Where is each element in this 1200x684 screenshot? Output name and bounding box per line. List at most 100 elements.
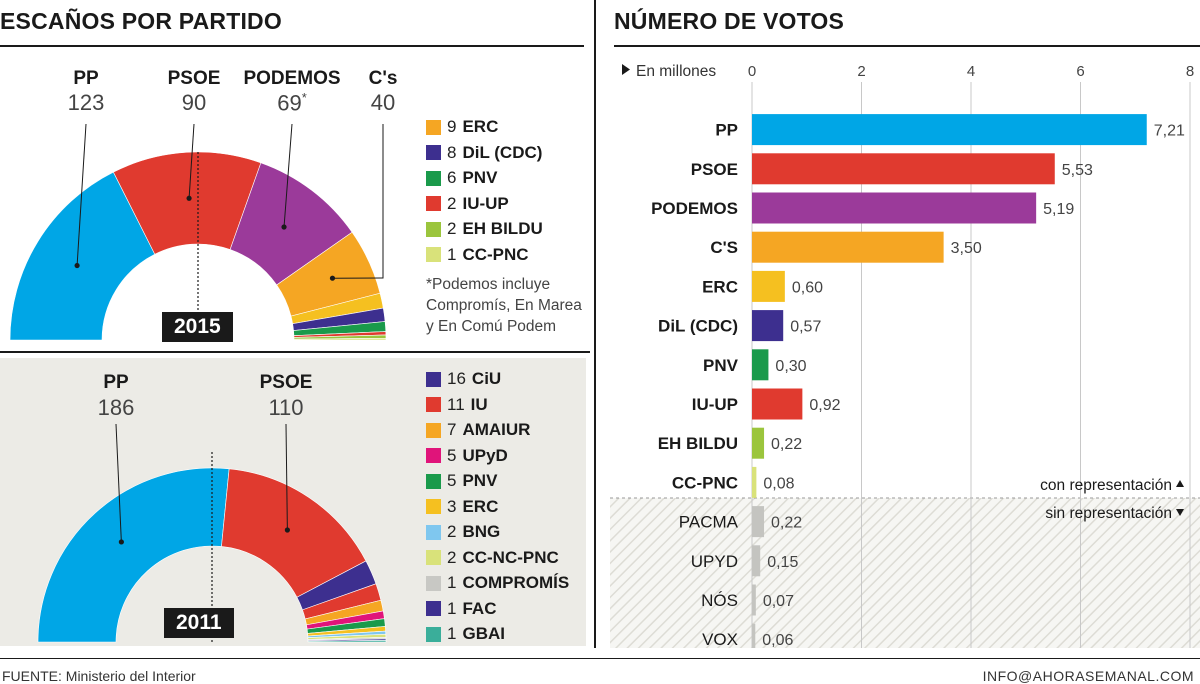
legend-swatch	[426, 473, 441, 489]
legend-seat-count: 7	[447, 420, 457, 439]
no-representation-area	[610, 498, 1200, 648]
panel-2011: PP 186 PSOE 110 2011 16 CiU 11 IU 7 AMAIUR 5 UP…	[0, 358, 586, 646]
bar-value-label: 0,07	[763, 593, 794, 610]
value-cs-2015: 40	[370, 90, 396, 115]
legend-party-name: IU-UP	[462, 193, 509, 213]
hemicycle-2011	[37, 423, 387, 643]
legend-party-name: PNV	[462, 471, 498, 490]
x-tick-label: 2	[857, 63, 865, 80]
column-separator	[594, 0, 596, 648]
value-podemos-number: 69	[277, 90, 302, 116]
legend-seat-count: 3	[447, 496, 457, 516]
bar-pp	[752, 114, 1147, 146]
legend-item-ciu: 16 CiU	[426, 368, 501, 390]
legend-item-iu: 11 IU	[426, 394, 488, 416]
value-podemos-asterisk: *	[301, 90, 307, 105]
legend-swatch	[426, 575, 441, 591]
bar-cc-pnc	[752, 466, 757, 498]
legend-seat-count: 1	[447, 598, 457, 618]
x-tick-label: 8	[1186, 63, 1194, 80]
legend-item-pnv: 5 PNV	[426, 470, 497, 492]
bar-category-label: PNV	[703, 356, 739, 375]
leader-dot	[284, 527, 290, 533]
note-line: Compromís, En Marea	[426, 297, 582, 314]
legend-seat-count: 2	[447, 219, 457, 238]
triangle-up-icon	[1176, 480, 1184, 487]
bar-value-label: 0,06	[762, 632, 793, 648]
legend-item-iu-up: 2 IU-UP	[426, 193, 509, 215]
legend-item-bng: 2 BNG	[426, 521, 500, 543]
bar-upyd	[752, 545, 761, 577]
bar-value-label: 0,22	[771, 436, 802, 453]
value-psoe-2011: 110	[268, 395, 304, 420]
x-tick-label: 4	[967, 63, 975, 80]
legend-swatch	[426, 397, 441, 412]
bar-category-label: CC-PNC	[672, 473, 738, 492]
legend-party-name: DiL (CDC)	[462, 142, 543, 162]
leader-line	[188, 123, 195, 199]
bar-value-label: 0,60	[792, 279, 823, 296]
bar-category-label: PACMA	[679, 513, 739, 532]
leader-dot	[186, 195, 192, 201]
leader-line	[285, 423, 288, 531]
year-badge-2015: 2015	[162, 312, 233, 342]
legend-party-name: FAC	[462, 598, 497, 618]
legend-party-name: PNV	[462, 168, 498, 187]
bar-category-label: DiL (CDC)	[658, 317, 738, 336]
bar-category-label: UPYD	[691, 552, 738, 571]
seat-arc-pp	[9, 171, 156, 341]
leader-line	[76, 123, 87, 266]
legend-seat-count: 8	[447, 142, 457, 162]
bar-value-label: 3,50	[951, 240, 982, 257]
legend-item-fac: 1 FAC	[426, 598, 496, 620]
bar-value-label: 0,15	[767, 554, 798, 571]
leader-dot	[329, 275, 336, 281]
bar-category-label: VOX	[702, 630, 738, 648]
legend-item-cc-pnc: 1 CC-PNC	[426, 244, 529, 266]
legend-swatch	[426, 601, 441, 616]
legend-item-comprom-s: 1 COMPROMÍS	[426, 572, 569, 594]
legend-swatch	[426, 170, 441, 186]
legend-seat-count: 2	[447, 193, 457, 213]
legend-swatch	[426, 524, 441, 540]
legend-party-name: CiU	[471, 369, 502, 388]
bar-c-s	[752, 231, 944, 263]
seat-arc-cc-pnc	[293, 338, 387, 341]
legend-swatch	[426, 371, 441, 387]
legend-swatch	[426, 119, 441, 135]
legend-seat-count: 1	[447, 573, 457, 592]
bar-dil-cdc	[752, 310, 784, 342]
bar-pnv	[752, 349, 769, 381]
bar-iu-up	[752, 388, 803, 420]
bar-value-label: 0,57	[790, 319, 821, 336]
leader-line	[332, 124, 384, 279]
bar-category-label: EH BILDU	[658, 434, 738, 453]
legend-party-name: GBAI	[462, 624, 505, 643]
bar-value-label: 5,19	[1043, 201, 1074, 218]
label-psoe-2011: PSOE	[259, 372, 313, 393]
legend-seat-count: 9	[447, 117, 457, 136]
legend-party-name: CC-PNC	[462, 244, 529, 264]
legend-seat-count: 1	[447, 244, 457, 264]
legend-swatch	[426, 499, 441, 514]
legend-swatch	[426, 145, 441, 160]
leader-dot	[118, 539, 124, 545]
bar-value-label: 7,21	[1154, 123, 1185, 140]
seat-arc-gbai	[307, 640, 387, 643]
bar-value-label: 5,53	[1062, 162, 1093, 179]
leader-line	[283, 123, 293, 228]
bar-vox	[752, 623, 756, 648]
label-pp-2011: PP	[103, 372, 129, 393]
legend-swatch	[426, 626, 441, 642]
legend-item-eh-bildu: 2 EH BILDU	[426, 218, 543, 240]
leader-dot	[74, 262, 80, 269]
bar-erc	[752, 270, 785, 302]
left-title-rule	[0, 45, 584, 47]
leader-line	[115, 423, 122, 542]
footer-rule	[0, 658, 1200, 659]
legend-party-name: UPyD	[462, 445, 508, 465]
legend-seat-count: 1	[447, 624, 457, 643]
footer-source: FUENTE: Ministerio del Interior	[2, 668, 196, 684]
with-representation-label: con representación	[1040, 477, 1172, 494]
bar-value-label: 0,30	[775, 358, 806, 375]
